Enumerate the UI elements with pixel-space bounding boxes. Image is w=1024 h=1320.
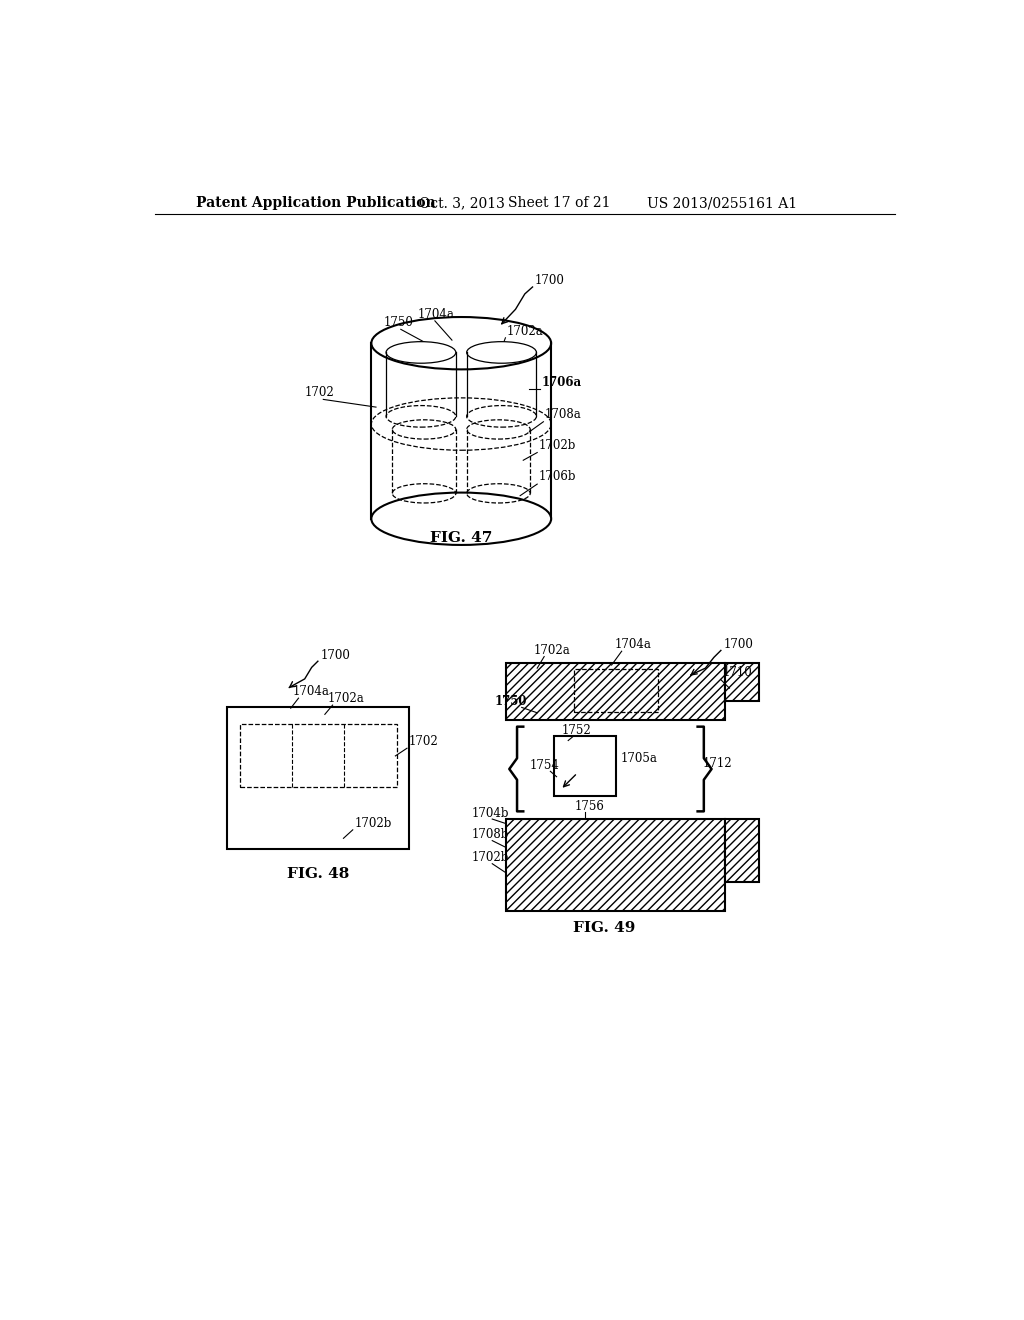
Bar — [574, 669, 658, 711]
Text: FIG. 47: FIG. 47 — [430, 531, 493, 545]
Text: FIG. 48: FIG. 48 — [287, 867, 349, 882]
Text: 1700: 1700 — [535, 275, 565, 286]
Bar — [725, 818, 759, 882]
Text: 1706a: 1706a — [542, 376, 582, 388]
Text: 1704a: 1704a — [614, 638, 651, 651]
Text: 1754: 1754 — [529, 759, 559, 772]
Text: 1704b: 1704b — [472, 807, 510, 820]
Text: 1706b: 1706b — [539, 470, 577, 483]
Text: 1708a: 1708a — [545, 408, 582, 421]
Text: 1702b: 1702b — [354, 817, 391, 830]
Text: 1704a: 1704a — [418, 308, 455, 321]
Bar — [506, 818, 725, 911]
Bar — [506, 663, 725, 719]
Bar — [240, 723, 397, 787]
Text: 1702: 1702 — [305, 385, 335, 399]
Ellipse shape — [372, 317, 551, 370]
Text: 1756: 1756 — [574, 800, 604, 813]
Text: 1750: 1750 — [384, 317, 414, 329]
Text: 1702b: 1702b — [539, 438, 577, 451]
Text: 1700: 1700 — [723, 638, 753, 651]
Text: 1702b: 1702b — [472, 851, 510, 865]
Text: 1712: 1712 — [703, 756, 733, 770]
Text: 1752: 1752 — [562, 725, 592, 738]
Ellipse shape — [467, 342, 537, 363]
Text: Oct. 3, 2013: Oct. 3, 2013 — [419, 197, 505, 210]
Text: Sheet 17 of 21: Sheet 17 of 21 — [508, 197, 610, 210]
Text: 1708b: 1708b — [472, 829, 510, 841]
Text: 1702a: 1702a — [535, 644, 570, 656]
Text: Patent Application Publication: Patent Application Publication — [197, 197, 436, 210]
Text: US 2013/0255161 A1: US 2013/0255161 A1 — [647, 197, 798, 210]
Bar — [725, 663, 759, 701]
Ellipse shape — [372, 492, 551, 545]
Text: 1702a: 1702a — [506, 325, 543, 338]
Text: 1704a: 1704a — [293, 685, 330, 698]
Text: 1702: 1702 — [409, 735, 438, 748]
Text: 1700: 1700 — [321, 649, 350, 661]
Text: 1750: 1750 — [495, 696, 527, 708]
Text: FIG. 49: FIG. 49 — [573, 921, 636, 936]
Bar — [554, 737, 616, 796]
Bar — [227, 706, 410, 849]
Text: 1705a: 1705a — [621, 752, 657, 766]
Text: 1710: 1710 — [722, 665, 753, 678]
Ellipse shape — [386, 342, 456, 363]
Text: 1702a: 1702a — [328, 692, 365, 705]
